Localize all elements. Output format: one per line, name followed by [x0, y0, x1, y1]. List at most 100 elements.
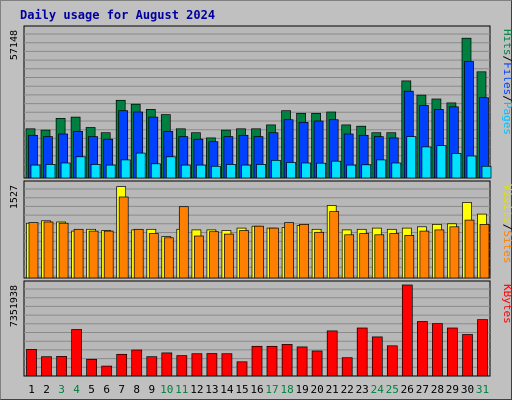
bar-pages-day-12	[196, 164, 206, 179]
bar-sites-day-23	[359, 233, 370, 279]
bar-kbytes-day-9	[146, 356, 158, 377]
bar-kbytes-day-11	[176, 355, 188, 377]
bar-kbytes-day-5	[86, 358, 97, 377]
bar-kbytes-day-28	[432, 323, 443, 377]
bar-sites-day-16	[254, 225, 264, 279]
bar-pages-day-5	[90, 164, 101, 179]
bar-kbytes-day-16	[251, 345, 263, 377]
bar-pages-day-25	[391, 162, 402, 179]
x-tick-label-day-2: 2	[43, 383, 50, 396]
bar-sites-day-29	[449, 226, 460, 279]
x-tick-label-day-9: 9	[148, 383, 155, 396]
bar-kbytes-day-4	[71, 329, 82, 377]
bar-pages-day-28	[436, 145, 447, 179]
bar-pages-day-31	[481, 165, 492, 179]
legend-entry: /	[501, 95, 512, 102]
legend-entry: Hits	[501, 29, 512, 56]
x-tick-label-day-25: 25	[386, 383, 399, 396]
bar-sites-day-2	[43, 221, 54, 279]
x-tick-label-day-10: 10	[160, 383, 173, 396]
bar-sites-day-5	[88, 230, 99, 279]
legend-entry: Visits	[501, 184, 512, 224]
bar-sites-day-25	[389, 233, 400, 279]
bar-pages-day-9	[150, 163, 161, 179]
bar-sites-day-11	[178, 206, 189, 279]
bar-sites-day-26	[404, 235, 415, 279]
chart-title: Daily usage for August 2024	[20, 8, 216, 22]
x-tick-label-day-18: 18	[280, 383, 293, 396]
legend-entry: Pages	[501, 102, 512, 135]
x-tick-label-day-11: 11	[175, 383, 188, 396]
y-max-label-top: 57148	[9, 30, 20, 60]
x-tick-label-day-8: 8	[133, 383, 140, 396]
bar-sites-day-12	[194, 235, 204, 279]
x-tick-label-day-24: 24	[371, 383, 385, 396]
bar-pages-day-14	[226, 164, 236, 179]
bar-kbytes-day-19	[296, 346, 308, 377]
bar-sites-day-19	[299, 224, 309, 279]
bar-sites-day-20	[314, 231, 324, 279]
bar-kbytes-day-21	[326, 330, 338, 377]
bar-sites-day-3	[58, 222, 69, 279]
x-tick-label-day-31: 31	[476, 383, 489, 396]
legend-bottom: KBytes	[501, 284, 512, 324]
bar-pages-day-10	[165, 156, 176, 179]
x-tick-label-day-28: 28	[431, 383, 444, 396]
bar-sites-day-13	[209, 231, 219, 279]
bar-sites-day-6	[103, 230, 114, 279]
bar-kbytes-day-14	[221, 353, 233, 377]
bar-kbytes-day-7	[116, 353, 128, 377]
bar-kbytes-day-6	[101, 365, 113, 377]
bar-sites-day-8	[133, 228, 144, 279]
x-tick-label-day-17: 17	[265, 383, 278, 396]
bar-kbytes-day-27	[417, 321, 428, 377]
bar-pages-day-16	[256, 164, 266, 179]
x-tick-label-day-26: 26	[401, 383, 414, 396]
x-tick-label-day-6: 6	[103, 383, 110, 396]
y-max-label-middle: 1527	[9, 185, 20, 209]
bar-sites-day-30	[464, 219, 475, 279]
x-tick-label-day-23: 23	[356, 383, 369, 396]
x-tick-label-day-27: 27	[416, 383, 429, 396]
x-tick-label-day-15: 15	[235, 383, 248, 396]
bar-kbytes-day-26	[401, 284, 413, 377]
y-max-label-bottom: 7351938	[9, 285, 20, 327]
bar-kbytes-day-20	[311, 350, 323, 377]
legend-entry: /	[501, 224, 512, 231]
bar-kbytes-day-29	[447, 327, 458, 377]
x-tick-label-day-1: 1	[28, 383, 35, 396]
bar-pages-day-3	[60, 162, 71, 179]
bar-pages-day-4	[75, 156, 86, 179]
x-tick-label-day-4: 4	[73, 383, 80, 396]
bar-pages-day-7	[120, 159, 131, 179]
bar-pages-day-2	[45, 164, 56, 179]
bar-sites-day-24	[374, 234, 385, 279]
bar-sites-day-9	[148, 233, 159, 279]
bar-kbytes-day-22	[341, 357, 353, 377]
x-tick-label-day-20: 20	[310, 383, 323, 396]
x-tick-label-day-14: 14	[220, 383, 234, 396]
bar-pages-day-23	[361, 164, 372, 179]
x-tick-label-day-13: 13	[205, 383, 218, 396]
bar-kbytes-day-3	[56, 356, 67, 377]
bar-pages-day-30	[466, 155, 477, 179]
bar-kbytes-day-2	[41, 356, 52, 377]
bar-sites-day-10	[163, 237, 174, 279]
bar-sites-day-15	[239, 230, 249, 279]
bar-pages-day-13	[211, 165, 221, 179]
bar-pages-day-18	[286, 162, 296, 179]
x-tick-label-day-21: 21	[326, 383, 339, 396]
bar-kbytes-day-10	[161, 352, 173, 377]
bar-sites-day-22	[344, 234, 355, 279]
x-tick-label-day-30: 30	[461, 383, 474, 396]
bar-pages-day-6	[105, 164, 116, 179]
bar-sites-day-18	[284, 222, 294, 279]
bar-kbytes-day-17	[266, 345, 278, 377]
bar-kbytes-day-31	[477, 319, 488, 377]
bar-kbytes-day-1	[26, 349, 37, 377]
legend-entry: /	[501, 56, 512, 63]
bar-sites-day-27	[419, 230, 430, 279]
bar-pages-day-29	[451, 153, 462, 179]
bar-sites-day-7	[118, 196, 129, 279]
bar-pages-day-22	[346, 164, 357, 179]
